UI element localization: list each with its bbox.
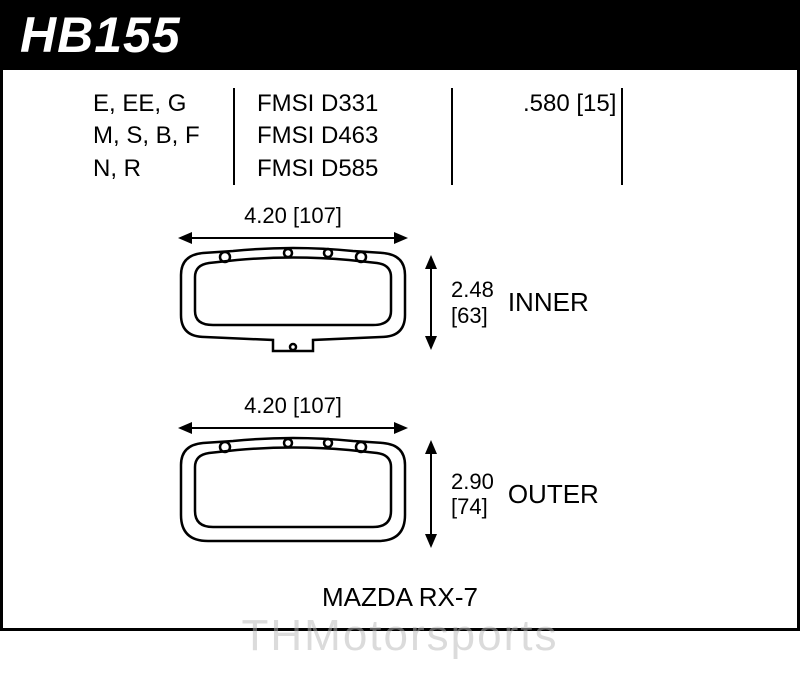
compounds-line: E, EE, G [93, 88, 233, 120]
brake-pad-icon [173, 245, 413, 360]
dimension-arrow-icon [423, 440, 439, 548]
content-frame: E, EE, G M, S, B, F N, R FMSI D331 FMSI … [0, 70, 800, 631]
outer-height-labels: 2.90 [74] OUTER [439, 469, 599, 520]
fmsi-column: FMSI D331 FMSI D463 FMSI D585 [233, 88, 453, 185]
inner-label: INNER [508, 287, 589, 318]
thickness-column: .580 [15] [453, 88, 623, 185]
vehicle-label: MAZDA RX-7 [3, 582, 797, 613]
spec-table: E, EE, G M, S, B, F N, R FMSI D331 FMSI … [3, 88, 797, 185]
outer-height-in: 2.90 [451, 469, 494, 494]
outer-pad-drawing: 2.90 [74] OUTER [173, 435, 797, 560]
header-bar: HB155 [0, 0, 800, 70]
inner-height-labels: 2.48 [63] INNER [439, 277, 589, 328]
thickness-value: .580 [15] [523, 88, 621, 120]
inner-height-in: 2.48 [451, 277, 494, 302]
outer-height-dimension: 2.90 [74] OUTER [423, 440, 599, 548]
part-number: HB155 [20, 6, 181, 64]
inner-height-dimension: 2.48 [63] INNER [423, 255, 589, 350]
inner-width-label: 4.20 [107] [178, 203, 408, 229]
outer-pad-group: 4.20 [107] [173, 395, 797, 560]
fmsi-code: FMSI D585 [257, 153, 451, 185]
inner-width-dimension: 4.20 [107] [178, 205, 408, 241]
outer-width-dimension: 4.20 [107] [178, 395, 408, 431]
fmsi-code: FMSI D331 [257, 88, 451, 120]
outer-label: OUTER [508, 479, 599, 510]
compounds-column: E, EE, G M, S, B, F N, R [93, 88, 233, 185]
inner-height-mm: [63] [451, 303, 494, 328]
outer-height-mm: [74] [451, 494, 494, 519]
dimension-arrow-icon [423, 255, 439, 350]
dimension-arrow-icon [178, 421, 408, 435]
outer-width-label: 4.20 [107] [178, 393, 408, 419]
inner-pad-drawing: 2.48 [63] INNER [173, 245, 797, 365]
compounds-line: M, S, B, F [93, 120, 233, 152]
brake-pad-icon [173, 435, 413, 555]
diagram-area: 4.20 [107] [3, 205, 797, 590]
dimension-arrow-icon [178, 231, 408, 245]
fmsi-code: FMSI D463 [257, 120, 451, 152]
watermark-text: THMotorsports [0, 611, 800, 661]
compounds-line: N, R [93, 153, 233, 185]
inner-pad-group: 4.20 [107] [173, 205, 797, 365]
